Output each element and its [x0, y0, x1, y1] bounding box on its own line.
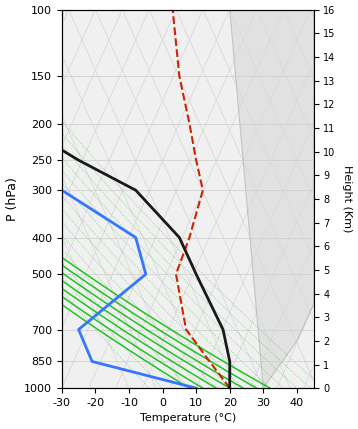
Y-axis label: Height (Km): Height (Km) — [343, 165, 352, 233]
Polygon shape — [230, 9, 314, 388]
X-axis label: Temperature (°C): Temperature (°C) — [140, 414, 236, 423]
Y-axis label: P (hPa): P (hPa) — [6, 177, 19, 221]
